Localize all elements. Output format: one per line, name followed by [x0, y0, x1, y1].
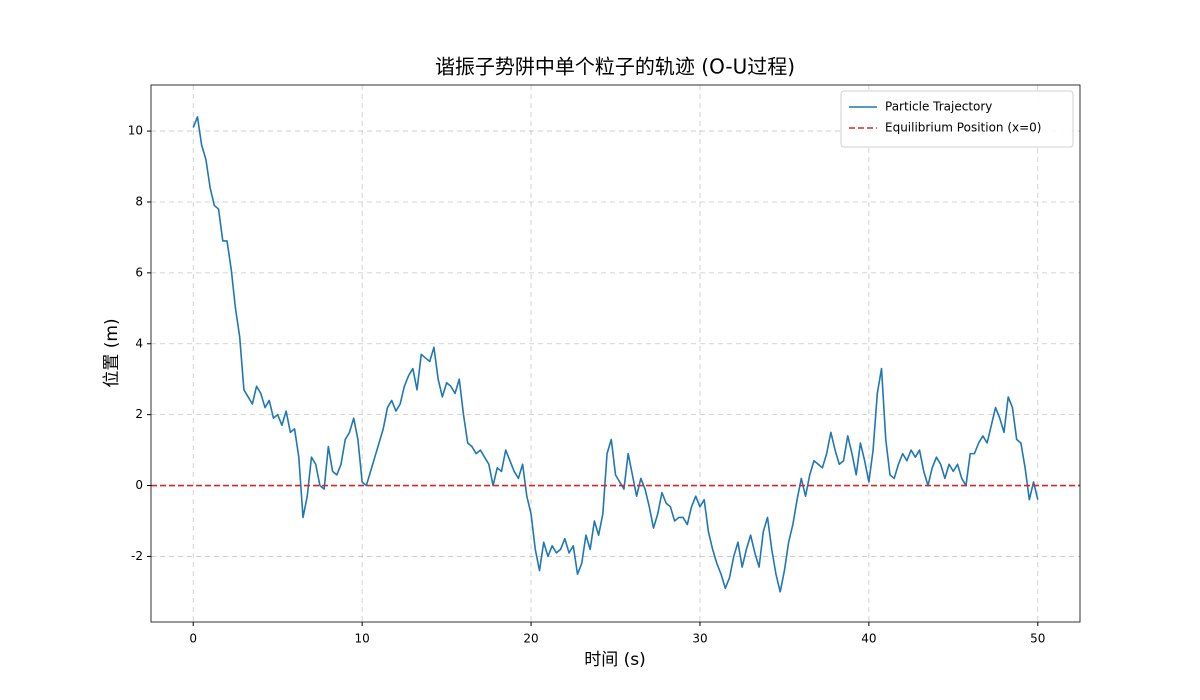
legend-label: Equilibrium Position (x=0) [885, 121, 1042, 135]
plot-frame [150, 84, 1081, 623]
y-tick-label: 2 [135, 407, 143, 421]
y-tick-label: 10 [128, 124, 143, 138]
y-tick-label: -2 [131, 549, 143, 563]
x-tick-label: 50 [1030, 632, 1045, 646]
x-tick-label: 20 [523, 632, 538, 646]
legend-label: Particle Trajectory [885, 100, 992, 114]
series-line [192, 116, 1039, 593]
y-tick-label: 6 [135, 265, 143, 279]
legend-box [840, 90, 1074, 148]
y-tick-label: 4 [135, 336, 143, 350]
y-tick-label: 0 [135, 478, 143, 492]
y-axis-label: 位置 (m) [102, 318, 122, 387]
x-tick-label: 10 [354, 632, 369, 646]
chart-title: 谐振子势阱中单个粒子的轨迹 (O-U过程) [435, 55, 795, 79]
x-tick-label: 30 [692, 632, 707, 646]
x-tick-label: 0 [189, 632, 197, 646]
x-tick-label: 40 [861, 632, 876, 646]
x-axis-label: 时间 (s) [584, 650, 646, 670]
y-tick-label: 8 [135, 194, 143, 208]
